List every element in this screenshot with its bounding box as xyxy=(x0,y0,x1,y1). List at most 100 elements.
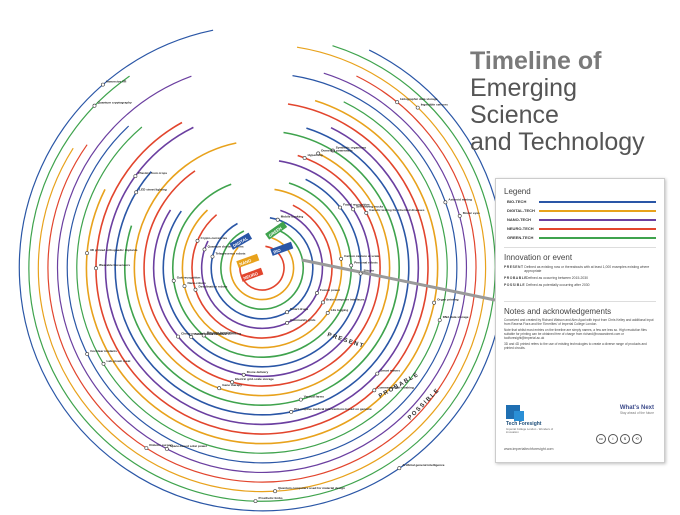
timeline-ring xyxy=(28,45,496,502)
timeline-node-dot xyxy=(372,388,377,393)
timeline-node-label: Smart meters xyxy=(380,369,400,373)
timeline-node-dot xyxy=(330,148,335,153)
center-category: GREEN xyxy=(265,221,288,240)
tech-foresight-logo: Tech Foresight Imperial College London -… xyxy=(506,405,562,439)
center-category-box xyxy=(236,253,260,268)
timeline-node-label: Space-based solar power xyxy=(170,444,208,448)
timeline-node-label: Autonomous vehicles xyxy=(194,332,226,336)
timeline-node-label: Bionic eyes xyxy=(463,211,480,215)
timeline-node-label: Hyperloop xyxy=(308,153,323,157)
divider xyxy=(504,247,656,248)
innovation-row-probable: PROBABLE Defined as occurring between 201… xyxy=(504,276,656,280)
notes-paragraph: 3D and 4D printed refers to the use of e… xyxy=(504,342,647,350)
timeline-node-dot xyxy=(144,446,149,451)
timeline-rings xyxy=(18,29,506,512)
legend-swatch xyxy=(539,200,656,203)
timeline-ring xyxy=(47,75,477,483)
page-title: Timeline of Emerging Science and Technol… xyxy=(470,48,670,156)
timeline-node-label: Commercial gel cloaking xyxy=(377,385,414,389)
timeline-node-label: Personal robots xyxy=(354,260,378,264)
timeline-node-label: Life logging xyxy=(331,308,349,312)
timeline-ring xyxy=(85,99,439,445)
notes-section: Notes and acknowledgements Conceived and… xyxy=(504,307,656,350)
timeline-node-dot xyxy=(273,489,278,494)
legend-swatch xyxy=(539,227,656,230)
timeline-node-dot xyxy=(241,372,246,377)
timeline-node-label: LED street lighting xyxy=(139,187,167,191)
notes-paragraph: Note that whilst most entries on the tim… xyxy=(504,328,647,340)
legend-heading: Legend xyxy=(504,187,531,196)
innovation-text: Defined as occurring between 2015-2030 xyxy=(526,276,589,280)
timeline-ring xyxy=(220,230,305,310)
timeline-ring xyxy=(95,103,429,435)
center-category: BIO xyxy=(270,241,294,256)
timeline-node-label: Crypto-currencies xyxy=(201,236,228,240)
innovation-text: Defined as potentially occurring after 2… xyxy=(526,283,590,287)
timeline-node-dot xyxy=(358,271,363,276)
timeline-node-dot xyxy=(325,310,330,315)
legend-label: DIGITAL-TECH xyxy=(507,208,535,213)
timeline-node-dot xyxy=(253,499,258,504)
center-category-box xyxy=(229,232,253,250)
center-category-box xyxy=(240,267,264,282)
timeline-node-dot xyxy=(375,371,380,376)
timeline-node-label: Bitcoin xyxy=(364,269,375,273)
timeline-node-label: Prosthetic limbs xyxy=(259,496,283,500)
legend-swatch xyxy=(539,218,656,221)
center-category: NEURO xyxy=(240,267,264,282)
timeline-ring xyxy=(76,101,448,454)
timeline-ring xyxy=(37,46,487,493)
timeline-node-label: Cheap personalised genome sequencing xyxy=(181,332,241,336)
timeline-node-label: Mobile banking xyxy=(281,215,304,219)
innovation-row-possible: POSSIBLE Defined as potentially occurring… xyxy=(504,283,656,287)
timeline-node-label: Immersive VR xyxy=(106,80,127,84)
timeline-node-label: Domestic powerwalls xyxy=(321,148,353,152)
legend-panel: Legend BIO-TECH DIGITAL-TECH NANO-TECH NEUR… xyxy=(495,178,665,463)
timeline-node-dot xyxy=(210,254,215,259)
legend-label: NANO-TECH xyxy=(507,217,531,222)
timeline-ring xyxy=(56,72,467,474)
center-category-box xyxy=(265,221,288,240)
timeline-node-label: Smart drugs xyxy=(290,307,309,311)
timeline-node-label: Telepresence robots xyxy=(216,252,246,256)
timeline-ring xyxy=(152,160,372,378)
timeline-node-label: Holographic data storage xyxy=(400,97,438,101)
timeline-node-label: Robotic surgery xyxy=(149,443,173,447)
timeline-node-dot xyxy=(195,238,200,243)
timeline-node-dot xyxy=(201,333,206,338)
legend-item: NEURO-TECH xyxy=(504,225,656,232)
tech-foresight-name: Tech Foresight xyxy=(506,421,542,427)
timeline-node-label: Self-driving trucks xyxy=(356,204,383,208)
timeline-node-label: DNA data storage xyxy=(443,315,469,319)
timeline-nodes: Mobile banking Community grids Crypto-curr… xyxy=(85,80,480,504)
timeline-node-dot xyxy=(230,380,235,385)
cc-icon: cc xyxy=(596,434,606,444)
timeline-node-label: Electric grid-scale storage xyxy=(235,377,274,381)
innovation-section: Innovation or event PRESENT Defined as ex… xyxy=(504,253,656,287)
timeline-node-label: Cochlear implants xyxy=(90,349,117,353)
sa-icon: ⟲ xyxy=(632,434,642,444)
divider xyxy=(504,301,656,302)
timeline-node-dot xyxy=(298,397,303,402)
timeline-node-label: Quantum dot televisions xyxy=(208,244,244,248)
legend-swatch xyxy=(539,209,656,212)
timeline-ring xyxy=(104,126,420,426)
timeline-node-dot xyxy=(339,256,344,261)
logo-square xyxy=(514,411,524,421)
legend-swatch xyxy=(539,236,656,239)
timeline-node-dot xyxy=(315,291,319,295)
innovation-key: PRESENT xyxy=(504,265,524,269)
tech-foresight-sub: Imperial College London - Wonders of inn… xyxy=(506,427,554,435)
timeline-node-label: Plastics from crops xyxy=(138,171,167,175)
timeline-ring xyxy=(172,182,352,358)
timeline-node-dot xyxy=(171,278,176,283)
timeline-node-dot xyxy=(349,263,354,268)
title-line-1: Timeline of xyxy=(470,47,602,75)
website-link[interactable]: www.imperialtechforesight.com xyxy=(504,447,554,451)
timeline-node-dot xyxy=(217,386,222,391)
timeline-ring xyxy=(66,75,458,464)
innovation-key: POSSIBLE xyxy=(504,283,526,287)
timeline-node-label: Brain-computer interfaces xyxy=(326,297,365,301)
by-icon: i xyxy=(608,434,618,444)
